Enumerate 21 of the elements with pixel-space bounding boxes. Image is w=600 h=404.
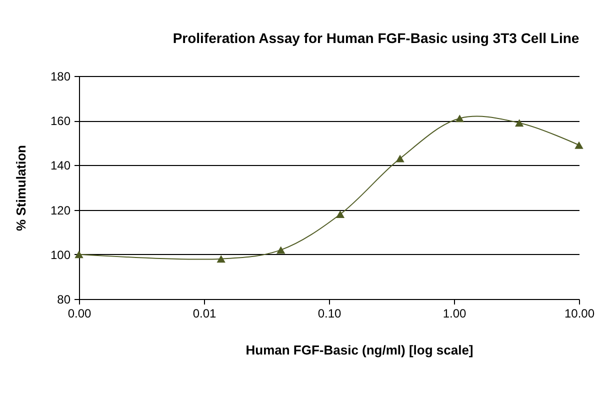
y-tick-label: 140	[50, 158, 71, 173]
point	[216, 255, 226, 263]
y-tick-label: 160	[50, 114, 71, 128]
point	[514, 119, 524, 127]
x-tick-label: 0.01	[192, 306, 216, 320]
x-tick-label: 0.10	[318, 306, 342, 320]
point	[276, 246, 286, 254]
point	[336, 210, 345, 218]
x-tick-label: 10.00	[564, 306, 595, 320]
y-tick-label: 100	[50, 248, 71, 262]
chart-title: Proliferation Assay for Human FGF-Basic using 3T3 Cell Line	[172, 30, 580, 46]
y-axis-title: % Stimulation	[13, 144, 28, 231]
x-axis-title: Human FGF-Basic (ng/ml) [log scale]	[246, 342, 474, 358]
point	[455, 114, 464, 122]
point	[574, 141, 584, 149]
y-tick-label: 80	[57, 292, 71, 306]
point	[396, 154, 404, 162]
y-tick-label: 180	[50, 70, 71, 84]
x-tick-label: 0.00	[68, 306, 92, 320]
x-tick-label: 1.00	[442, 306, 466, 320]
y-tick-label: 120	[50, 203, 71, 218]
